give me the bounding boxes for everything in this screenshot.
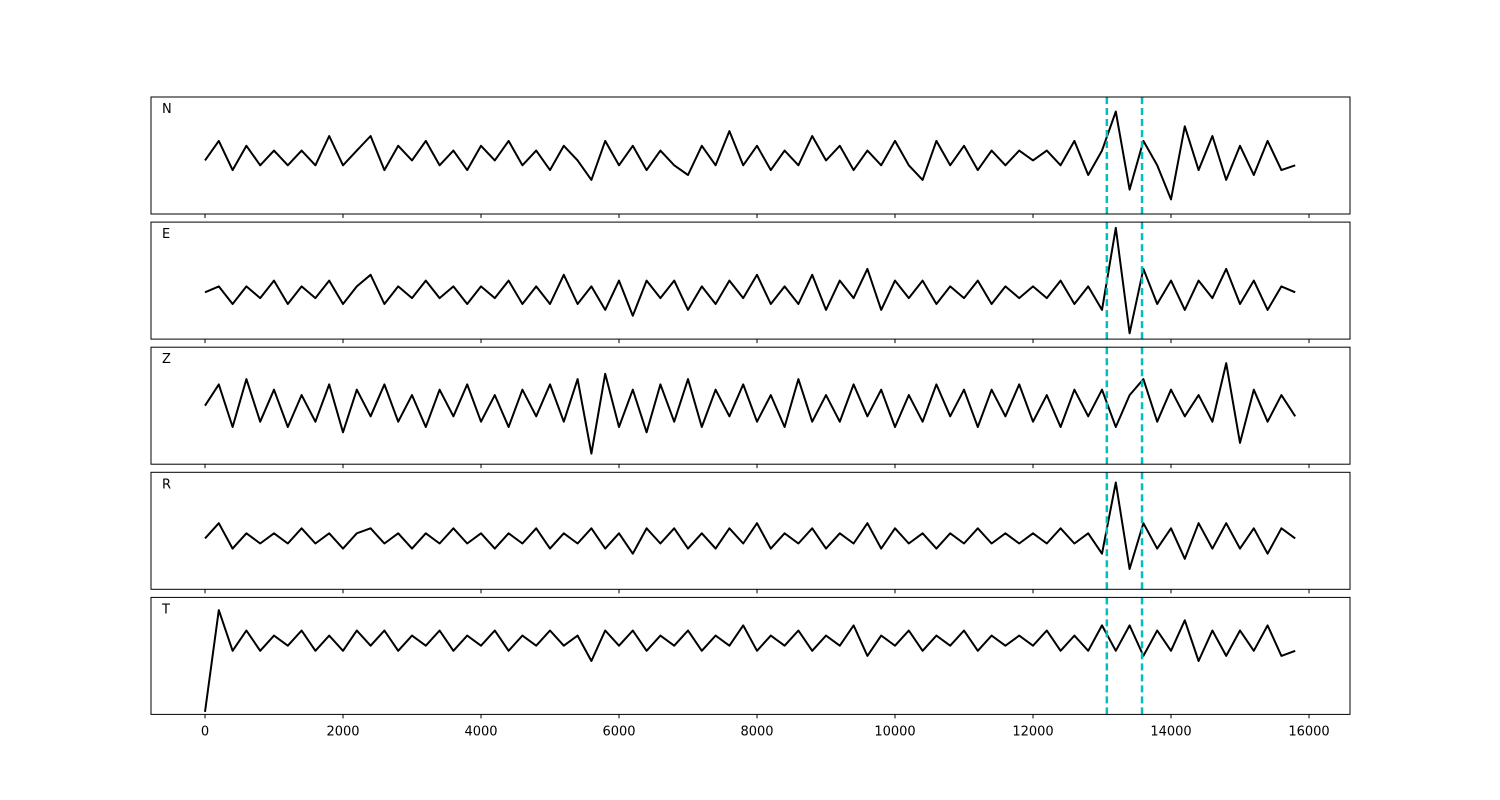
axes-frame	[150, 471, 1351, 590]
x-tick-label: 0	[201, 724, 209, 739]
x-tick-label: 16000	[1288, 724, 1329, 739]
x-tick-label: 8000	[740, 724, 773, 739]
axes-frame	[150, 596, 1351, 715]
x-tick-label: 12000	[1012, 724, 1053, 739]
x-tick-label: 10000	[874, 724, 915, 739]
channel-label: R	[162, 477, 171, 492]
x-tick-label: 14000	[1150, 724, 1191, 739]
trace	[204, 609, 1296, 713]
axes-frame	[150, 96, 1351, 215]
trace	[204, 226, 1296, 335]
channel-label: E	[162, 227, 170, 242]
channel-label: N	[162, 102, 172, 117]
axes-frame	[150, 221, 1351, 340]
trace	[204, 110, 1296, 201]
x-tick-label: 2000	[326, 724, 359, 739]
trace	[204, 481, 1296, 570]
axes-frame	[150, 346, 1351, 465]
trace	[204, 362, 1297, 455]
channel-label: T	[161, 602, 170, 617]
x-tick-label: 6000	[602, 724, 635, 739]
x-tick-label: 4000	[464, 724, 497, 739]
channel-label: Z	[162, 352, 171, 367]
